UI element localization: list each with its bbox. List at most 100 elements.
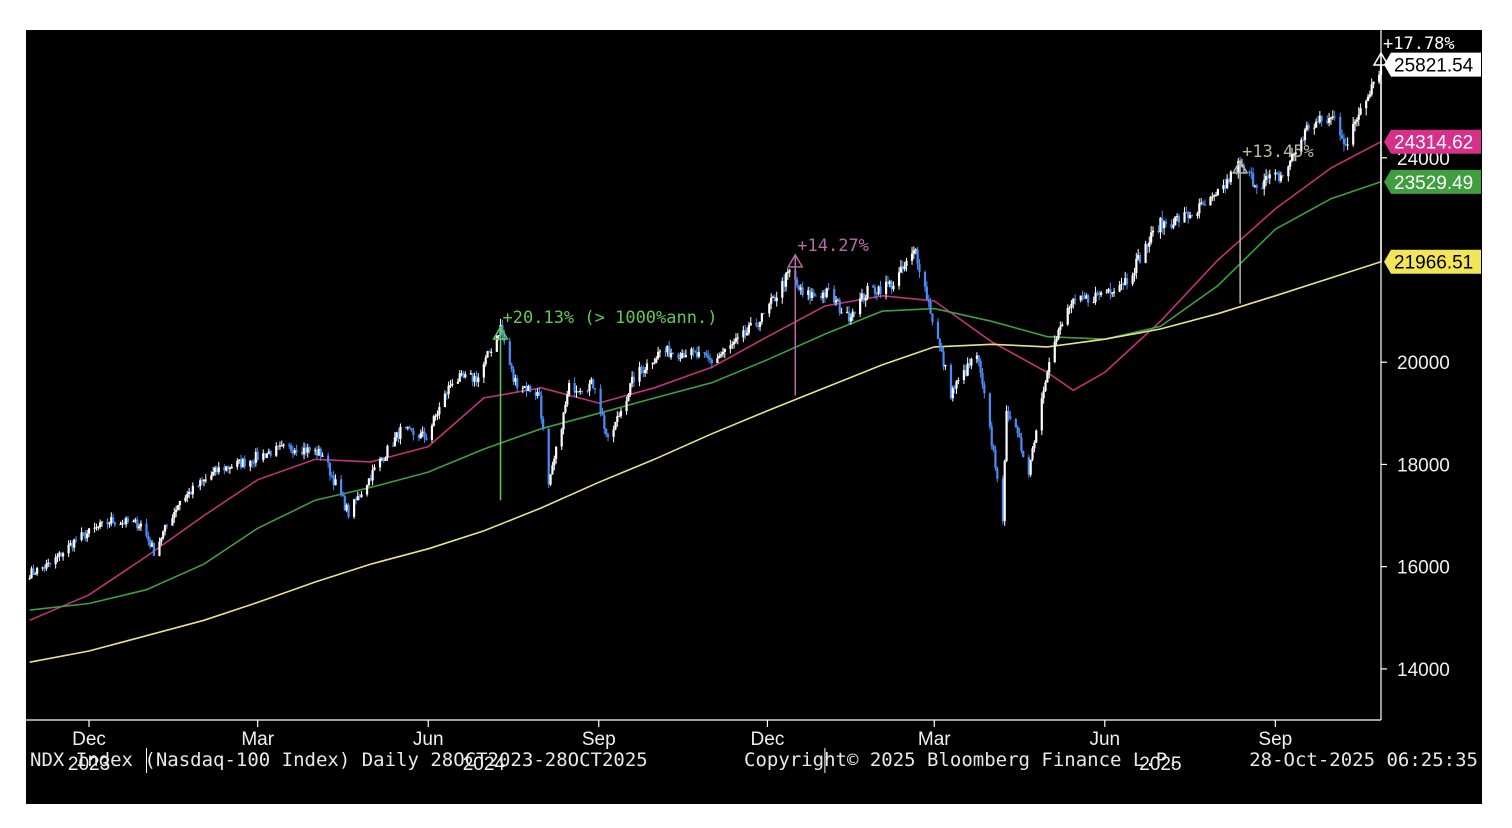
price-candle (1018, 433, 1021, 438)
price-candle (1327, 118, 1331, 123)
price-candle (306, 447, 309, 453)
price-candle (1072, 298, 1075, 304)
price-candle (912, 250, 915, 254)
price-candle (927, 299, 930, 303)
price-candle (358, 495, 361, 498)
price-candle (269, 451, 272, 456)
price-candle (1188, 214, 1192, 218)
price-candle (718, 355, 721, 359)
price-candle (204, 479, 207, 481)
price-candle (352, 499, 356, 517)
price-candle (860, 293, 864, 299)
price-candle (188, 491, 191, 495)
price-candle (849, 317, 852, 322)
price-candle (875, 293, 878, 295)
price-candle (562, 412, 565, 430)
price-candle (1222, 185, 1225, 190)
y-tick-label: 16000 (1397, 558, 1450, 579)
price-candle (334, 479, 337, 486)
price-candle (1125, 278, 1129, 284)
price-candle (236, 460, 239, 467)
price-candle (666, 345, 669, 353)
price-candle (264, 453, 267, 458)
price-candle (1251, 173, 1255, 187)
x-year-label: 2023 (68, 754, 110, 775)
price-candle (833, 289, 836, 303)
price-candle (580, 390, 584, 392)
price-candle (977, 355, 980, 361)
price-candle (723, 348, 726, 353)
price-candle (60, 552, 63, 557)
price-tag: 23529.49 (1384, 169, 1481, 194)
price-tag-label: 23529.49 (1394, 173, 1473, 194)
price-candle (821, 292, 825, 299)
price-candle (553, 458, 556, 466)
price-candle (968, 363, 971, 366)
price-candle (228, 468, 231, 470)
price-candle (61, 553, 65, 557)
price-candle (295, 450, 298, 452)
price-candle (975, 355, 979, 359)
price-candle (618, 415, 621, 417)
price-candle (330, 475, 333, 477)
price-candle (291, 450, 295, 454)
price-candle (1074, 298, 1077, 301)
price-candle (566, 394, 569, 405)
price-candle (443, 393, 447, 408)
price-candle (223, 467, 226, 471)
price-candle (914, 249, 917, 251)
price-candle (451, 383, 454, 386)
price-candle (1107, 289, 1110, 292)
price-candle (1226, 179, 1229, 189)
price-candle (1055, 338, 1058, 342)
price-candle (308, 447, 311, 451)
price-candle (529, 385, 532, 393)
price-candle (512, 369, 515, 382)
price-candle (606, 434, 610, 437)
price-candle (642, 370, 645, 373)
price-candle (1214, 194, 1218, 196)
price-candle (1144, 243, 1147, 263)
price-candle (1161, 217, 1164, 229)
price-candle (408, 427, 411, 429)
axis-layer: 14000 16000 18000 20000 24000 25821.54 24314.6… (26, 30, 1481, 775)
price-candle (378, 458, 382, 468)
price-candle (1085, 295, 1088, 299)
annotation-layer: +20.13% (> 1000%ann.) +14.27% +13.45% +17.7… (492, 34, 1455, 501)
price-candle (1159, 217, 1162, 233)
price-candle (814, 295, 817, 297)
price-candle (217, 467, 220, 473)
price-candle (510, 364, 513, 370)
price-candle (770, 297, 773, 304)
price-candle (710, 359, 713, 364)
price-candle (1092, 301, 1095, 303)
price-candle (588, 383, 591, 392)
price-candle (1263, 180, 1266, 189)
price-candle (97, 526, 100, 528)
annotation-label: +13.45% (1242, 142, 1314, 162)
price-candle (425, 437, 428, 440)
price-candle (136, 519, 139, 529)
price-candle (412, 430, 415, 435)
price-candle (1216, 189, 1219, 195)
price-candle (638, 366, 641, 382)
price-candle (239, 459, 243, 468)
index-description: NDX Index (Nasdaq-100 Index) Daily 28OCT… (30, 749, 648, 771)
price-candle (175, 509, 178, 513)
price-candle (840, 312, 843, 314)
price-candle (586, 390, 589, 392)
price-candle (147, 535, 150, 541)
price-candle (373, 467, 376, 470)
price-candle (899, 266, 903, 273)
price-candle (1112, 291, 1116, 293)
price-candle (503, 334, 506, 342)
price-candle (664, 351, 667, 353)
x-year-label: 2024 (463, 754, 506, 775)
price-candle (721, 352, 725, 355)
price-candle (486, 351, 489, 358)
price-candle (73, 539, 76, 548)
price-candle (873, 287, 877, 294)
price-candle (1281, 175, 1284, 177)
price-candle (732, 341, 736, 345)
price-candle (243, 458, 246, 467)
